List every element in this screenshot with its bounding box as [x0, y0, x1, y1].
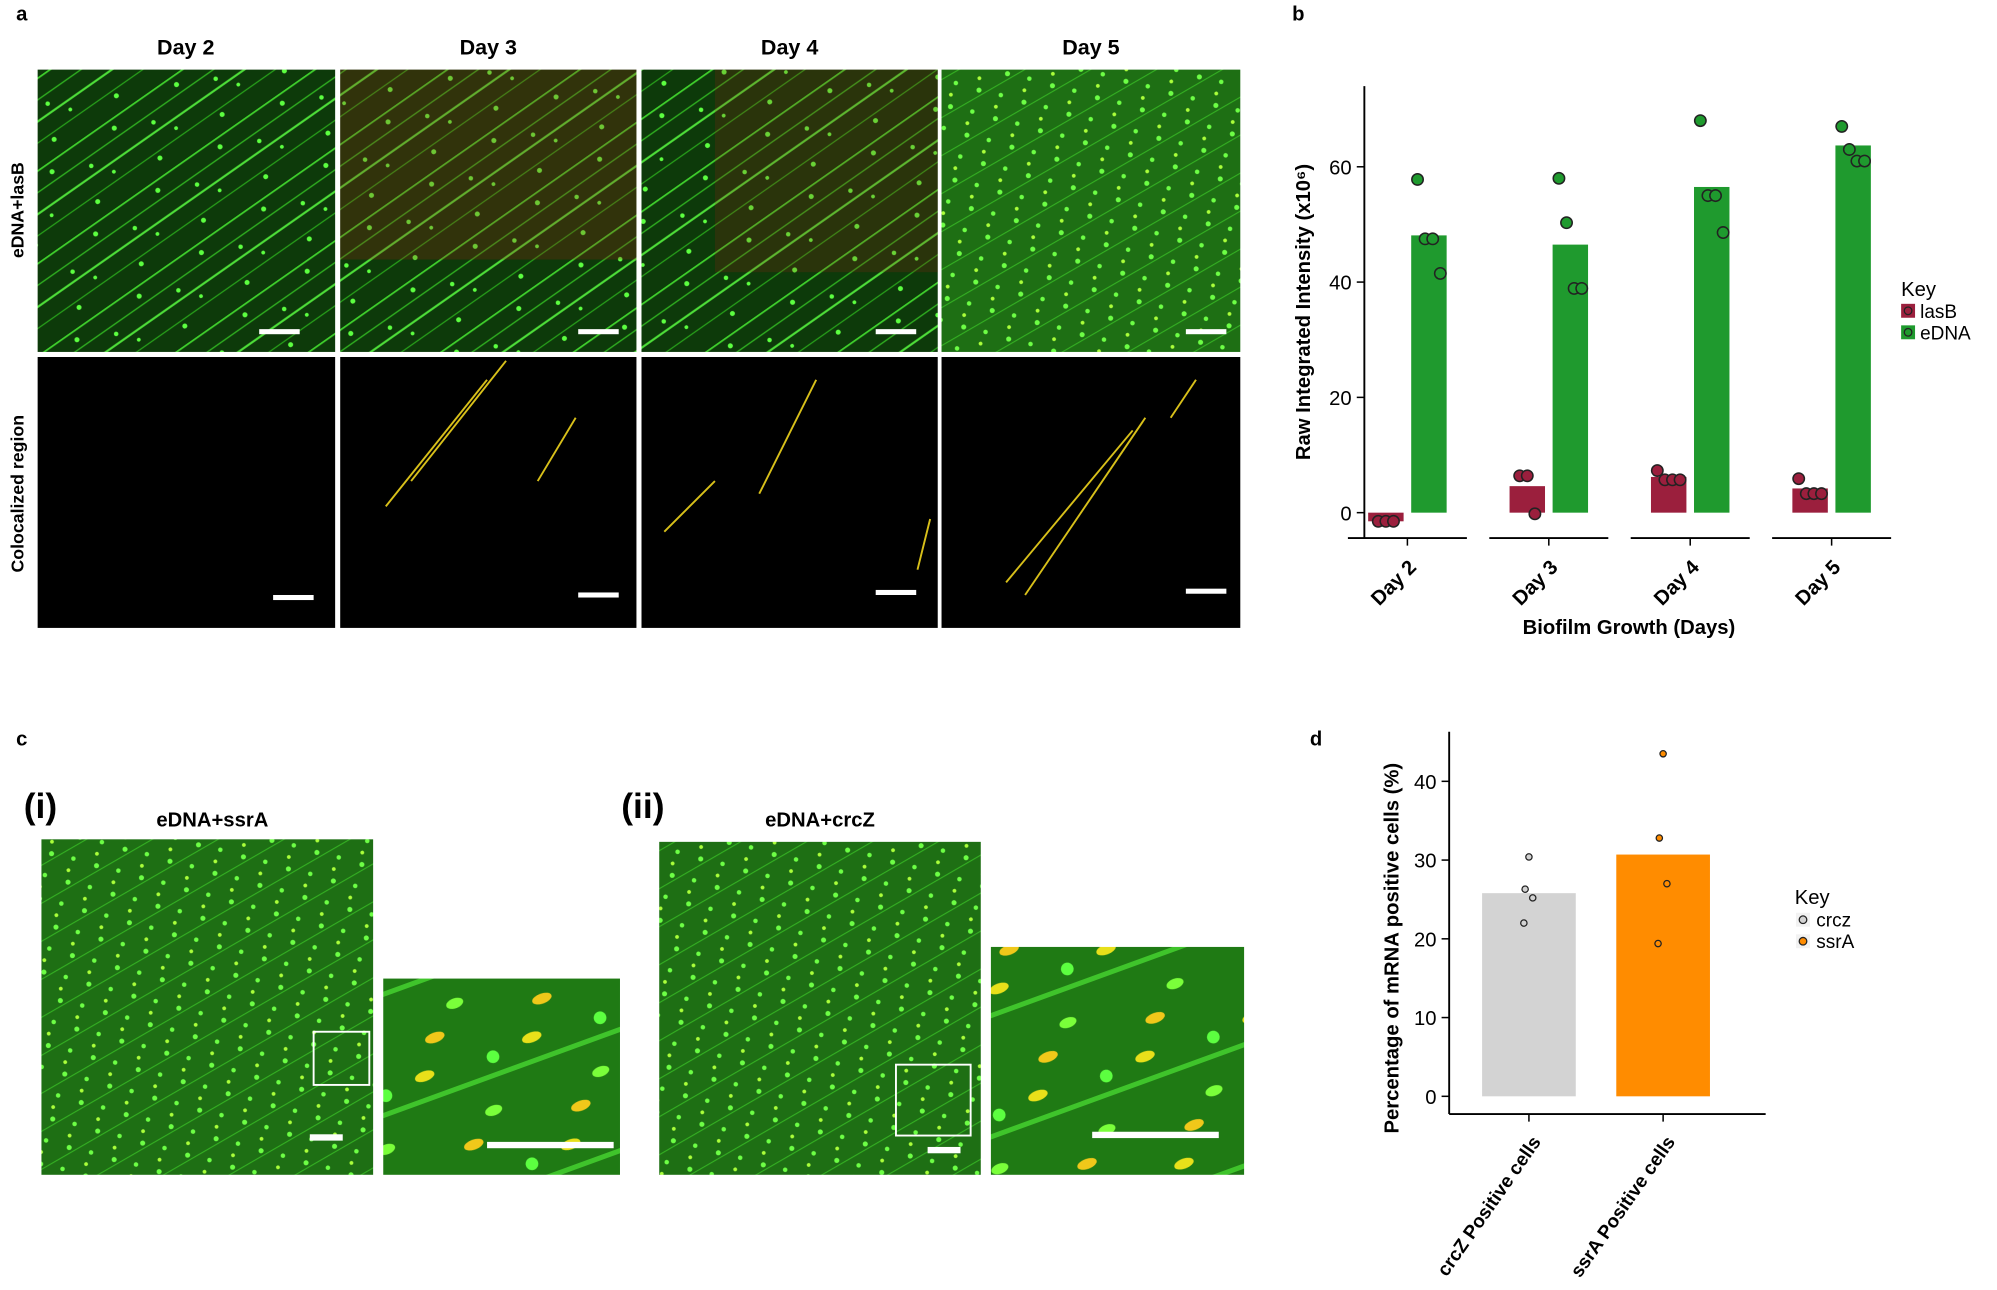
data-point — [1842, 143, 1856, 156]
micrograph — [641, 69, 938, 352]
data-point — [1693, 114, 1707, 128]
data-point — [1525, 853, 1533, 861]
bar — [1694, 186, 1730, 513]
image-title: eDNA+crcZ — [765, 810, 875, 832]
legend-label: ssrA — [1816, 932, 1854, 953]
data-point — [1659, 749, 1667, 758]
y-tick-label: 40 — [1329, 273, 1352, 295]
y-tick-label: 20 — [1329, 388, 1352, 410]
panel-a: a Day 2 Day 3 Day 4 Day 5 eDNA+lasB Colo… — [8, 3, 1241, 628]
y-axis-title: Percentage of mRNA positive cells (%) — [1382, 763, 1404, 1134]
data-point — [1433, 266, 1447, 280]
data-point — [1426, 232, 1440, 246]
data-point — [1387, 514, 1400, 528]
image-title: eDNA+ssrA — [156, 810, 268, 832]
data-point — [1650, 464, 1664, 478]
data-point — [1552, 171, 1566, 185]
micrograph — [641, 356, 938, 628]
y-tick-label: 10 — [1414, 1008, 1437, 1030]
data-point — [1835, 119, 1849, 133]
micrograph — [340, 356, 637, 628]
panel-letter: b — [1292, 3, 1304, 25]
x-tick-label: Day 4 — [1650, 556, 1704, 610]
data-point — [1520, 919, 1528, 927]
data-point — [1520, 469, 1534, 483]
legend-label: lasB — [1920, 302, 1957, 323]
data-point — [1815, 487, 1828, 501]
data-point — [1528, 507, 1542, 521]
row-label: Colocalized region — [8, 415, 28, 573]
y-tick-label: 60 — [1329, 157, 1352, 179]
day-label: Day 4 — [761, 35, 818, 59]
x-tick-label: Day 5 — [1792, 556, 1846, 610]
day-label: Day 2 — [157, 35, 214, 59]
panel-letter: d — [1310, 729, 1322, 751]
coloc-signal — [385, 360, 1197, 596]
micrograph — [941, 69, 1241, 352]
data-point — [1560, 216, 1573, 230]
micrograph — [340, 69, 637, 352]
legend-dot — [1903, 327, 1913, 337]
y-tick-label: 20 — [1414, 929, 1437, 951]
legend-title: Key — [1901, 279, 1937, 301]
y-axis-title: Raw Integrated Intensity (x10⁶) — [1293, 164, 1315, 460]
legend-dot — [1798, 936, 1808, 946]
sub-label: (ii) — [621, 786, 664, 826]
legend-label: crcz — [1816, 911, 1851, 932]
red-tint — [714, 69, 938, 273]
y-tick-label: 30 — [1414, 851, 1437, 873]
x-axis-title: Biofilm Growth (Days) — [1523, 617, 1736, 639]
x-tick-label: Day 3 — [1509, 556, 1563, 610]
legend-dot — [1903, 306, 1913, 316]
legend-dot — [1798, 915, 1808, 925]
legend-title: Key — [1795, 887, 1831, 909]
data-point — [1792, 472, 1806, 486]
data-point — [1709, 189, 1722, 203]
bar — [1482, 893, 1576, 1097]
sub-label: (i) — [24, 786, 57, 826]
micrograph — [37, 356, 336, 628]
zoom-box — [895, 1063, 972, 1137]
legend-label: eDNA — [1920, 323, 1971, 344]
x-tick-label: Day 2 — [1367, 556, 1421, 610]
panel-letter: c — [16, 729, 27, 751]
data-point — [1528, 894, 1537, 902]
data-point — [1411, 173, 1424, 186]
bar — [1411, 235, 1447, 513]
y-tick-label: 0 — [1340, 503, 1351, 525]
y-tick-label: 0 — [1425, 1087, 1436, 1109]
micrograph — [37, 69, 336, 352]
bar — [1509, 486, 1546, 513]
red-tint — [340, 69, 637, 260]
inset — [990, 946, 1245, 1175]
data-point — [1575, 281, 1589, 295]
micrograph — [41, 839, 374, 1175]
data-point — [1858, 154, 1871, 168]
data-point — [1663, 879, 1671, 888]
data-point — [1673, 473, 1687, 487]
bar — [1835, 145, 1871, 513]
micrograph — [659, 841, 981, 1175]
data-point — [1521, 885, 1529, 894]
x-tick-label: crcZ Positive cells — [1434, 1133, 1546, 1281]
bar — [1616, 854, 1710, 1097]
row-label: eDNA+lasB — [8, 162, 28, 258]
day-label: Day 3 — [460, 35, 517, 59]
micrograph — [941, 356, 1241, 628]
panel-c: c (i) eDNA+ssrA (ii) eDNA+crcZ — [16, 729, 1245, 1175]
data-point — [1654, 939, 1662, 948]
y-tick-label: 40 — [1414, 772, 1437, 794]
zoom-box — [312, 1030, 371, 1086]
scale-bars — [309, 1131, 1219, 1154]
data-point — [1655, 834, 1664, 842]
panel-letter: a — [16, 3, 28, 25]
day-label: Day 5 — [1062, 35, 1119, 59]
x-tick-label: ssrA Positive cells — [1567, 1133, 1680, 1282]
scale-bars — [259, 329, 1227, 601]
data-point — [1716, 226, 1730, 239]
